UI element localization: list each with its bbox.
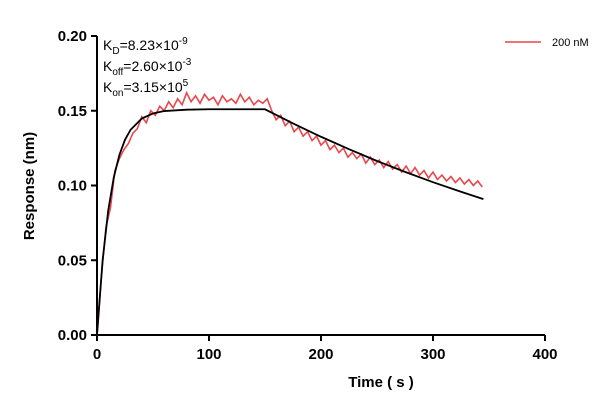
annotation-superscript: -3 (182, 57, 191, 68)
x-tick-label: 300 (420, 346, 445, 363)
annotation: Koff=2.60×10-3 (103, 57, 192, 78)
y-tick-label: 0.05 (58, 252, 87, 269)
y-tick-label: 0.20 (58, 28, 87, 45)
annotation-symbol: K (103, 58, 113, 74)
annotation-superscript: 5 (183, 78, 189, 89)
x-axis-title: Time ( s ) (348, 374, 414, 391)
annotation: KD=8.23×10-9 (103, 36, 188, 57)
legend-label: 200 nM (552, 37, 589, 49)
y-tick-label: 0.00 (58, 327, 87, 344)
annotation: Kon=3.15×105 (103, 78, 189, 99)
y-tick-label: 0.10 (58, 178, 87, 195)
annotation-value: =2.60×10 (123, 58, 182, 74)
x-tick-label: 400 (532, 346, 557, 363)
x-tick-label: 200 (308, 346, 333, 363)
annotation-subscript: on (112, 88, 123, 99)
annotation-value: =8.23×10 (120, 37, 179, 53)
annotation-symbol: K (103, 37, 113, 53)
annotation-symbol: K (103, 79, 113, 95)
series-line (96, 90, 483, 336)
annotation-superscript: -9 (179, 36, 188, 47)
annotation-value: =3.15×10 (123, 79, 182, 95)
annotation-subscript: off (112, 67, 123, 78)
y-tick-label: 0.15 (58, 103, 87, 120)
x-tick-label: 100 (196, 346, 221, 363)
y-axis-title: Response (nm) (21, 132, 38, 240)
x-tick-label: 0 (93, 346, 101, 363)
annotation-subscript: D (112, 46, 119, 57)
series-line (96, 108, 484, 336)
